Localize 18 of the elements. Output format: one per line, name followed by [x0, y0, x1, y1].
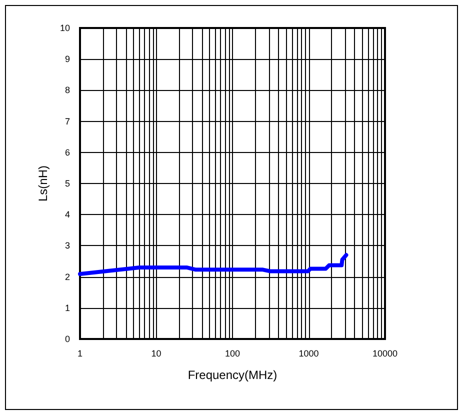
x-tick-label: 10000	[372, 348, 398, 358]
y-tick-label: 2	[64, 272, 70, 282]
y-axis-title: Ls(nH)	[36, 165, 50, 202]
y-tick-label: 9	[64, 54, 70, 64]
y-tick-label: 0	[64, 334, 70, 344]
x-tick-label: 1	[77, 348, 83, 358]
y-tick-label: 4	[64, 210, 70, 220]
y-tick-label: 6	[64, 147, 70, 158]
y-tick-label: 8	[64, 85, 70, 96]
y-tick-label: 10	[60, 23, 70, 33]
x-tick-label: 10	[151, 348, 162, 358]
y-tick-label: 1	[64, 302, 70, 313]
x-tick-label: 100	[224, 348, 240, 358]
x-axis-title: Frequency(MHz)	[188, 368, 278, 382]
y-tick-label: 3	[64, 240, 70, 251]
x-tick-label: 1000	[298, 348, 319, 358]
y-tick-label: 5	[64, 178, 70, 188]
y-tick-label: 7	[64, 116, 70, 126]
